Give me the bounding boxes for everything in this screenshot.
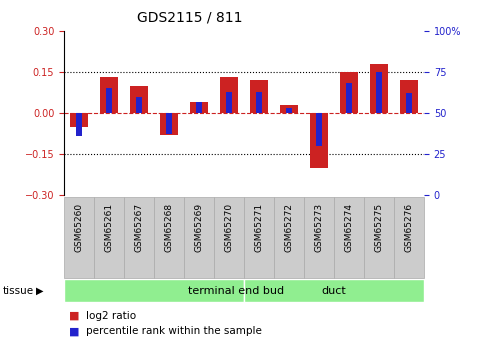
Text: GDS2115 / 811: GDS2115 / 811	[138, 10, 243, 24]
Bar	[220, 78, 238, 113]
Bar	[364, 197, 394, 278]
Bar	[274, 197, 304, 278]
Bar	[100, 78, 118, 113]
Bar	[190, 102, 208, 113]
Text: GSM65269: GSM65269	[195, 203, 204, 252]
Bar	[196, 101, 202, 113]
Text: ■: ■	[69, 311, 79, 321]
Text: tissue: tissue	[2, 286, 34, 296]
Text: GSM65271: GSM65271	[254, 203, 264, 252]
Bar	[370, 64, 388, 113]
Bar	[244, 197, 274, 278]
Bar	[256, 92, 262, 113]
Bar	[250, 80, 268, 113]
Bar	[136, 97, 142, 113]
Bar	[340, 72, 358, 113]
Bar	[310, 113, 328, 168]
Text: percentile rank within the sample: percentile rank within the sample	[86, 326, 262, 336]
Bar	[64, 279, 244, 302]
Bar	[376, 72, 382, 113]
Text: GSM65276: GSM65276	[404, 203, 414, 252]
Text: duct: duct	[321, 286, 347, 296]
Text: GSM65273: GSM65273	[315, 203, 323, 252]
Text: GSM65260: GSM65260	[74, 203, 84, 252]
Bar	[160, 113, 178, 135]
Bar	[304, 197, 334, 278]
Text: GSM65275: GSM65275	[375, 203, 384, 252]
Bar	[184, 197, 214, 278]
Text: ■: ■	[69, 326, 79, 336]
Bar	[124, 197, 154, 278]
Bar	[334, 197, 364, 278]
Text: GSM65270: GSM65270	[224, 203, 234, 252]
Text: terminal end bud: terminal end bud	[188, 286, 284, 296]
Bar	[166, 113, 172, 134]
Bar	[286, 108, 292, 113]
Bar	[406, 93, 412, 113]
Text: GSM65267: GSM65267	[135, 203, 143, 252]
Bar	[214, 197, 244, 278]
Bar	[154, 197, 184, 278]
Text: GSM65261: GSM65261	[105, 203, 113, 252]
Text: GSM65272: GSM65272	[284, 203, 293, 252]
Bar	[94, 197, 124, 278]
Bar	[400, 80, 418, 113]
Bar	[130, 86, 148, 113]
Text: GSM65274: GSM65274	[345, 203, 353, 252]
Bar	[76, 113, 82, 136]
Text: GSM65268: GSM65268	[165, 203, 174, 252]
Bar	[394, 197, 424, 278]
Text: ▶: ▶	[35, 286, 43, 296]
Bar	[244, 279, 424, 302]
Bar	[226, 92, 232, 113]
Text: log2 ratio: log2 ratio	[86, 311, 137, 321]
Bar	[64, 197, 94, 278]
Bar	[70, 113, 88, 127]
Bar	[106, 88, 112, 113]
Bar	[280, 105, 298, 113]
Bar	[316, 113, 322, 146]
Bar	[346, 83, 352, 113]
